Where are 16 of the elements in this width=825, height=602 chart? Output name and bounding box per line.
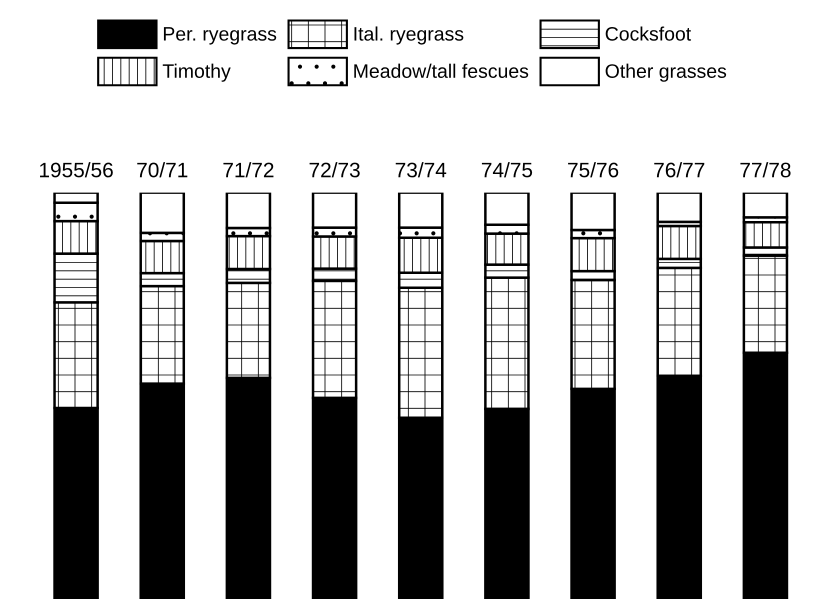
x-tick-label: 1955/56 bbox=[40, 162, 113, 178]
x-tick-label: 75/76 bbox=[568, 162, 618, 178]
x-tick-label: 73/74 bbox=[396, 162, 446, 178]
x-tick-label: 74/75 bbox=[482, 162, 532, 178]
legend-label: Other grasses bbox=[606, 64, 726, 82]
legend-label: Timothy bbox=[162, 64, 231, 82]
x-tick-label: 70/71 bbox=[137, 162, 188, 178]
legend-label: Per. ryegrass bbox=[164, 27, 276, 45]
legend-label: Meadow/tall fescues bbox=[354, 64, 528, 78]
x-tick-label: 71/72 bbox=[223, 162, 274, 178]
legend-label: Ital. ryegrass bbox=[354, 26, 464, 45]
x-tick-label: 76/77 bbox=[654, 162, 704, 178]
bar bbox=[656, 192, 702, 224]
x-tick-label: 72/73 bbox=[310, 162, 360, 178]
legend-label: Cocksfoot bbox=[606, 26, 692, 41]
x-tick-label: 77/78 bbox=[740, 162, 791, 178]
